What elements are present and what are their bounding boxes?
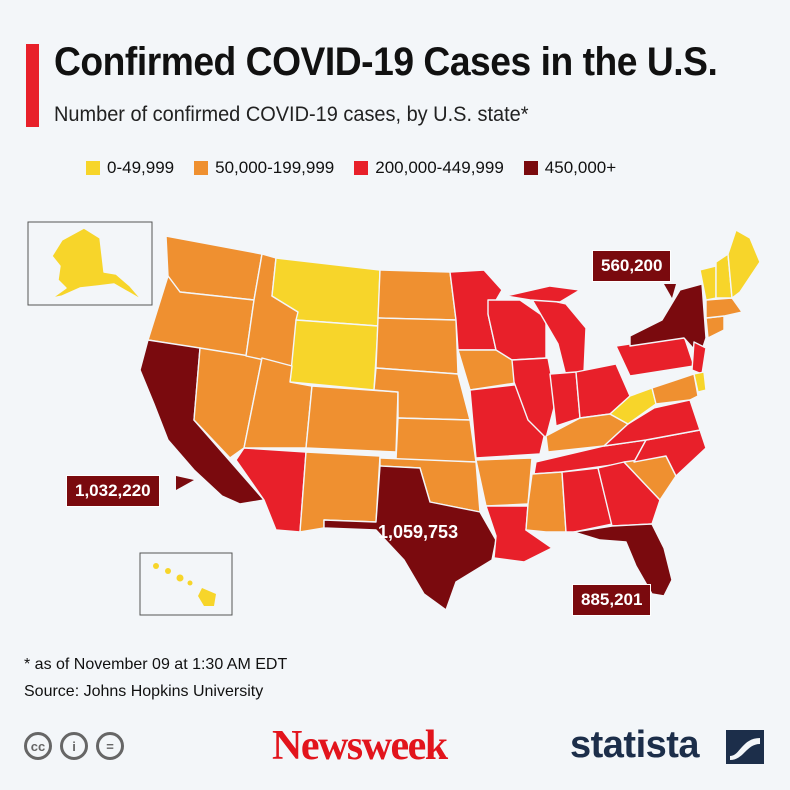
state-massachusetts[interactable]	[705, 297, 743, 319]
legend-swatch	[86, 161, 100, 175]
legend-swatch	[523, 161, 538, 175]
callout-pointer-california	[176, 476, 194, 490]
callout-california: 1,032,220	[66, 475, 160, 507]
state-wyoming[interactable]	[289, 319, 379, 391]
page-title: Confirmed COVID-19 Cases in the U.S.	[54, 40, 718, 84]
state-indiana[interactable]	[549, 371, 581, 427]
hawaii-inset-frame	[139, 552, 233, 616]
alaska-inset-frame	[27, 221, 153, 306]
state-georgia[interactable]	[597, 461, 661, 527]
legend-swatch	[194, 161, 209, 175]
state-colorado[interactable]	[305, 385, 399, 453]
legend-item: 50,000-199,999	[194, 158, 334, 178]
state-arkansas[interactable]	[475, 457, 533, 507]
statista-logo[interactable]: statista	[570, 724, 700, 766]
footnote: * as of November 09 at 1:30 AM EDT	[24, 656, 288, 673]
state-south-dakota[interactable]	[375, 317, 459, 375]
state-mississippi[interactable]	[525, 471, 567, 533]
legend-label: 50,000-199,999	[215, 158, 335, 177]
legend-label: 200,000-449,999	[375, 158, 504, 177]
state-north-dakota[interactable]	[377, 269, 457, 321]
state-florida[interactable]	[573, 523, 673, 597]
state-maryland[interactable]	[651, 373, 699, 405]
state-texas[interactable]	[323, 465, 497, 611]
callout-pointer-florida	[648, 574, 660, 582]
legend-label: 0-49,999	[107, 158, 175, 177]
state-washington[interactable]	[165, 235, 263, 301]
title-accent-bar	[26, 44, 39, 127]
legend-item: 200,000-449,999	[354, 158, 504, 178]
source-note: Source: Johns Hopkins University	[24, 683, 264, 700]
no-derivatives-icon[interactable]: =	[96, 732, 124, 760]
state-new-york[interactable]	[629, 283, 707, 357]
callout-new-york: 560,200	[592, 250, 672, 282]
state-kansas[interactable]	[395, 417, 477, 463]
cc-icon[interactable]: cc	[24, 732, 52, 760]
license-icons: cc i =	[24, 732, 124, 760]
legend-item: 450,000+	[523, 158, 617, 178]
legend: 0-49,999 50,000-199,999 200,000-449,999 …	[86, 158, 616, 178]
statista-mark-icon	[726, 730, 764, 764]
state-maine[interactable]	[727, 229, 761, 299]
newsweek-logo[interactable]: Newsweek	[272, 723, 448, 769]
legend-item: 0-49,999	[86, 158, 174, 178]
by-person-icon[interactable]: i	[60, 732, 88, 760]
state-new-jersey[interactable]	[691, 341, 707, 375]
state-connecticut[interactable]	[705, 315, 725, 339]
state-michigan-up[interactable]	[505, 285, 581, 303]
state-delaware[interactable]	[693, 371, 707, 393]
state-alabama[interactable]	[561, 467, 613, 533]
callout-pointer-new-york	[664, 284, 676, 298]
callout-florida: 885,201	[572, 584, 652, 616]
page-subtitle: Number of confirmed COVID-19 cases, by U…	[54, 103, 529, 126]
label-texas: 1,059,753	[378, 522, 459, 542]
legend-swatch	[354, 161, 369, 175]
state-alaska[interactable]	[51, 227, 143, 301]
state-hawaii[interactable]	[153, 563, 216, 606]
legend-label: 450,000+	[544, 158, 617, 177]
